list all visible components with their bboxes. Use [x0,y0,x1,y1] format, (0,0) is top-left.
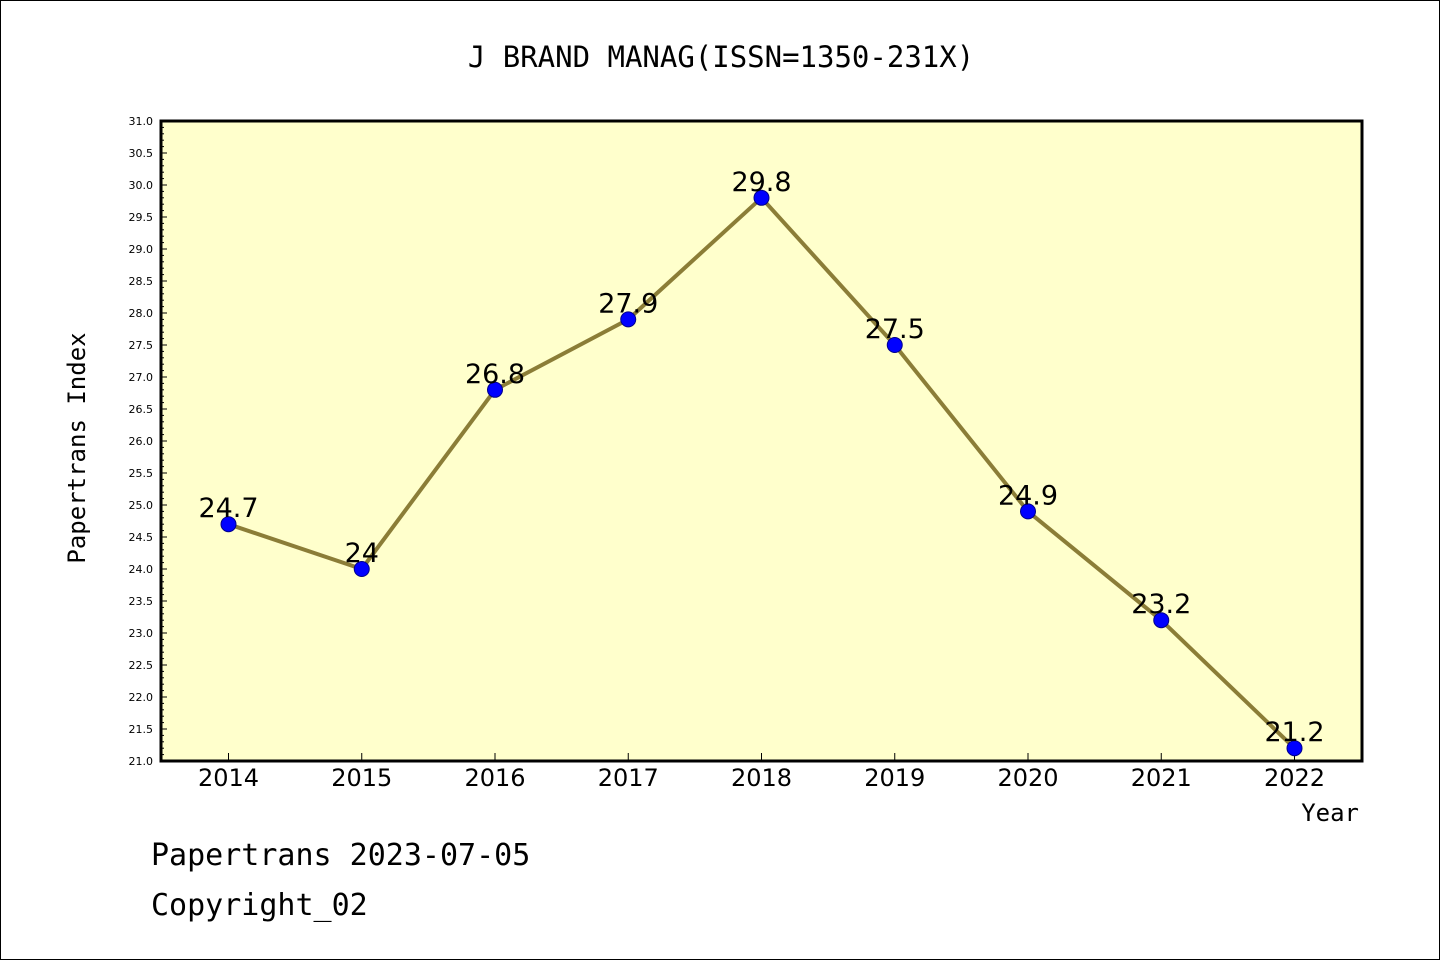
data-label: 27.9 [598,288,658,319]
data-label: 29.8 [731,167,791,198]
y-tick-label: 28.5 [129,275,154,288]
y-tick-label: 22.5 [129,659,154,672]
data-point [620,311,637,328]
y-tick-label: 29.5 [129,211,154,224]
y-tick-label: 23.5 [129,595,154,608]
y-tick-label: 21.0 [129,755,154,768]
data-label: 21.2 [1264,717,1324,748]
footer-date: Papertrans 2023-07-05 [151,838,530,873]
y-tick-label: 30.0 [129,179,154,192]
x-tick-label: 2022 [1264,764,1325,792]
y-tick-label: 25.0 [129,499,154,512]
y-tick-label: 30.5 [129,147,154,160]
x-axis-label: Year [1301,799,1359,827]
data-label: 27.5 [865,314,925,345]
data-point [886,337,903,353]
data-label: 23.2 [1131,589,1191,620]
x-tick-label: 2021 [1131,764,1192,792]
x-tick-label: 2020 [997,764,1058,792]
x-tick-label: 2015 [331,764,392,792]
data-point [220,516,237,533]
data-label: 24.9 [998,480,1058,511]
y-axis: 21.0 21.5 22.0 22.5 23.0 23.5 24.0 24.5 25.0 25.5… [129,115,167,768]
data-markers [220,189,1303,757]
y-axis-label: Papertrans Index [63,332,91,563]
data-label: 26.8 [465,359,525,390]
x-tick-label: 2016 [464,764,525,792]
y-tick-label: 27.0 [129,371,154,384]
y-tick-label: 22.0 [129,691,154,704]
y-tick-label: 26.5 [129,403,154,416]
y-tick-label: 31.0 [129,115,154,128]
x-tick-label: 2019 [864,764,925,792]
y-tick-label: 23.0 [129,627,154,640]
data-labels: 24.7 24 26.8 27.9 29.8 27.5 24.9 23.2 21.2 [198,167,1324,748]
y-tick-label: 24.5 [129,531,154,544]
y-tick-label: 26.0 [129,435,154,448]
y-tick-label: 24.0 [129,563,154,576]
data-point [753,189,770,206]
y-tick-label: 25.5 [129,467,154,480]
data-point [353,561,370,577]
data-point [1020,503,1036,520]
y-tick-label: 29.0 [129,243,154,256]
plot-area [159,119,1364,763]
y-tick-label: 27.5 [129,339,154,352]
y-tick-label: 28.0 [129,307,154,320]
data-point [487,381,503,398]
footer-copyright: Copyright_02 [151,888,368,923]
data-point [1286,740,1303,757]
data-label: 24.7 [198,493,258,524]
y-tick-label: 21.5 [129,723,154,736]
data-point [1153,612,1170,629]
x-tick-label: 2014 [198,764,259,792]
data-label: 24 [345,538,379,569]
x-tick-label: 2017 [598,764,659,792]
x-axis: 2014 2015 2016 2017 2018 2019 2020 2021 2022 [198,753,1325,792]
chart-title: J BRAND MANAG(ISSN=1350-231X) [468,40,974,74]
x-tick-label: 2018 [731,764,792,792]
